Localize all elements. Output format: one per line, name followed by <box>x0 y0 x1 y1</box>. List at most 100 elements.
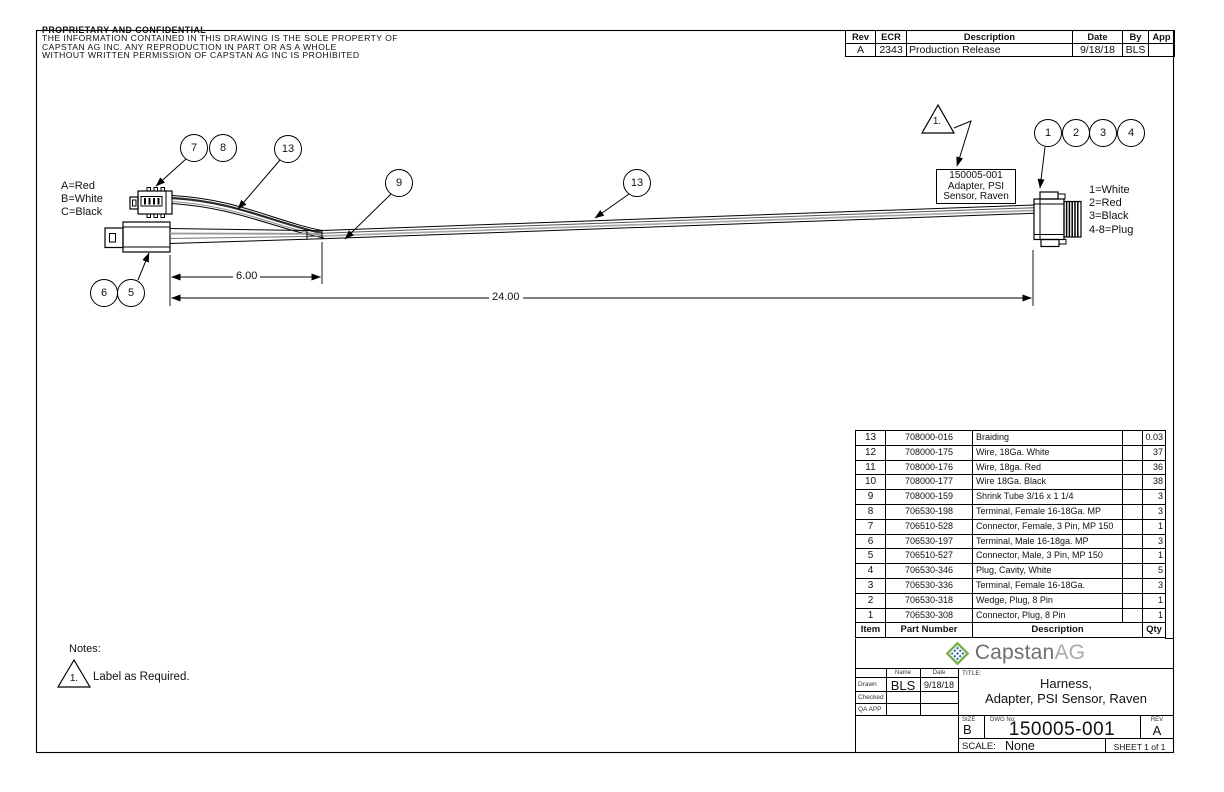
bom-row: 1 706530-308 Connector, Plug, 8 Pin 1 <box>855 607 1166 624</box>
bom-row: 11 708000-176 Wire, 18ga. Red 36 <box>855 459 1166 476</box>
right-pin-legend: 1=White 2=Red 3=Black 4-8=Plug <box>1089 184 1133 237</box>
scale-label: SCALE: <box>962 741 996 752</box>
sheet-label: SHEET 1 of 1 <box>1113 742 1166 752</box>
revision-table: Rev ECR Description Date By App A 2343 P… <box>845 30 1175 57</box>
title-line: Harness, <box>1039 676 1093 691</box>
balloon-2: 2 <box>1062 119 1090 147</box>
balloon-8: 8 <box>209 134 237 162</box>
logo-word-primary: Capstan <box>974 641 1055 664</box>
dwg-no-label: DWG No: <box>990 717 1016 723</box>
ecr-value: 2343 <box>875 43 907 57</box>
dimension-24in: 24.00 <box>489 291 523 304</box>
capstanag-logo: Capstan AG <box>855 638 1174 668</box>
balloon-13-left: 13 <box>274 135 302 163</box>
rev-label: REV <box>1150 717 1164 723</box>
notes-heading: Notes: <box>69 643 101 655</box>
bom-row: 2 706530-318 Wedge, Plug, 8 Pin 1 <box>855 592 1166 609</box>
left-pin-legend: A=Red B=White C=Black <box>61 180 103 220</box>
pin-label: C=Black <box>61 206 103 219</box>
balloon-7: 7 <box>180 134 208 162</box>
bom-row: 6 706530-197 Terminal, Male 16-18ga. MP 3 <box>855 533 1166 550</box>
bom-header-row: Item Part Number Description Qty <box>855 622 1166 639</box>
lower-wire-bundle <box>169 228 323 244</box>
revision-row: A 2343 Production Release 9/18/18 BLS <box>845 43 1175 57</box>
pin-label: B=White <box>61 193 103 206</box>
bom-row: 12 708000-175 Wire, 18Ga. White 37 <box>855 444 1166 461</box>
scale-value: None <box>1005 739 1035 753</box>
signoff-checked-label: Checked <box>858 694 884 701</box>
pin-label: 1=White <box>1089 184 1130 196</box>
flag-note-number: 1. <box>932 116 942 127</box>
bom-row: 10 708000-177 Wire 18Ga. Black 38 <box>855 474 1166 491</box>
ecr-col-header: ECR <box>875 30 907 44</box>
by-col-header: By <box>1122 30 1149 44</box>
pin-label: 2=Red <box>1089 197 1122 210</box>
part-number-col-header: Part Number <box>885 622 973 639</box>
bom-row: 7 706510-528 Connector, Female, 3 Pin, MP … <box>855 518 1166 535</box>
signoff-drawn-label: Drawn <box>858 681 877 688</box>
proprietary-line: CAPSTAN AG INC. ANY REPRODUCTION IN PART… <box>42 41 337 52</box>
signoff-qa-label: QA APP <box>858 706 882 713</box>
revision-header-row: Rev ECR Description Date By App <box>845 30 1175 44</box>
date-value: 9/18/18 <box>1072 43 1123 57</box>
size-label: SIZE <box>962 717 976 723</box>
capstanag-logo-icon <box>945 641 970 665</box>
signoff-name-header: Name <box>894 670 911 676</box>
description-value: Production Release <box>906 43 1073 57</box>
signoff-drawn-date: 9/18/18 <box>923 680 955 690</box>
main-braided-bundle <box>306 204 1035 240</box>
bom-row: 13 708000-016 Braiding 0.03 <box>855 430 1166 446</box>
proprietary-line: WITHOUT WRITTEN PERMISSION OF CAPSTAN AG… <box>42 50 360 61</box>
item-col-header: Item <box>855 622 886 639</box>
female-connector-3pin <box>129 187 173 218</box>
by-value: BLS <box>1122 43 1149 57</box>
upper-wire-bundle <box>171 195 325 239</box>
adapter-label-line: Sensor, Raven <box>943 191 1009 203</box>
drawing-title: Harness, Adapter, PSI Sensor, Raven <box>958 676 1174 706</box>
proprietary-notice: PROPRIETARY AND CONFIDENTIAL THE INFORMA… <box>42 25 398 61</box>
note1-text: Label as Required. <box>93 671 190 683</box>
bom-row: 4 706530-346 Plug, Cavity, White 5 <box>855 563 1166 579</box>
size-value: B <box>963 722 972 737</box>
bom-row: 3 706530-336 Terminal, Female 16-18Ga. 3 <box>855 577 1166 594</box>
adapter-part-number: 150005-001 <box>949 170 1003 181</box>
pin-label: 3=Black <box>1089 210 1129 223</box>
male-connector-3pin <box>104 221 171 253</box>
balloon-5: 5 <box>117 279 145 307</box>
bom-row: 5 706510-527 Connector, Male, 3 Pin, MP 15… <box>855 548 1166 565</box>
adapter-label-box: 150005-001 Adapter, PSI Sensor, Raven <box>936 169 1016 204</box>
balloon-1: 1 <box>1034 119 1062 147</box>
sheet-border <box>35 29 1175 754</box>
signoff-drawn-name: BLS <box>890 678 916 693</box>
description-col-header: Description <box>906 30 1073 44</box>
bom-row: 8 706530-198 Terminal, Female 16-18Ga. MP 3 <box>855 503 1166 520</box>
title-label: TITLE: <box>962 670 982 677</box>
logo-word-secondary: AG <box>1054 641 1086 664</box>
description-col-header: Description <box>972 622 1143 639</box>
adapter-label-line: Adapter, PSI <box>947 180 1005 192</box>
qty-col-header: Qty <box>1142 622 1166 639</box>
notes-triangle-icon <box>56 658 92 688</box>
balloon-13-mid: 13 <box>623 169 651 197</box>
app-col-header: App <box>1148 30 1175 44</box>
plug-connector-8pin <box>1033 191 1082 248</box>
note1-flag-number: 1. <box>69 673 79 684</box>
flag-note-triangle-icon <box>920 103 956 134</box>
app-value <box>1148 43 1175 57</box>
leader-lines <box>137 120 1046 281</box>
balloon-3: 3 <box>1089 119 1117 147</box>
date-col-header: Date <box>1072 30 1123 44</box>
rev-value: A <box>845 43 876 57</box>
signoff-date-header: Date <box>932 670 946 676</box>
title-block-grid <box>855 638 1174 753</box>
balloon-6: 6 <box>90 279 118 307</box>
rev-col-header: Rev <box>845 30 876 44</box>
rev-value: A <box>1152 723 1162 738</box>
proprietary-heading: PROPRIETARY AND CONFIDENTIAL <box>42 25 207 35</box>
balloon-4: 4 <box>1117 119 1145 147</box>
title-line: Adapter, PSI Sensor, Raven <box>985 691 1147 706</box>
dimension-6in: 6.00 <box>233 270 261 283</box>
pin-label: A=Red <box>61 180 95 192</box>
